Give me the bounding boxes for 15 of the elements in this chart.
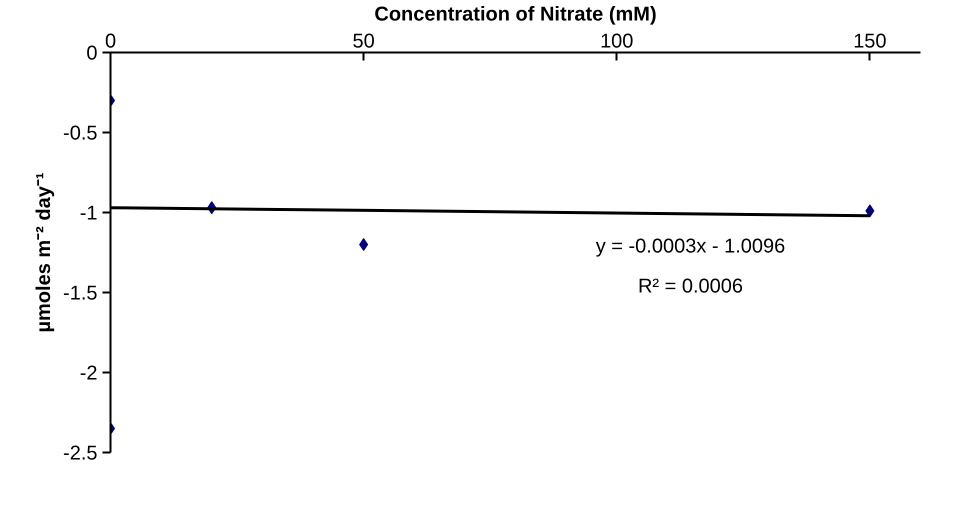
point [359, 238, 368, 251]
y-tick-label: -2.5 [63, 442, 98, 464]
x-tick-label: 50 [352, 30, 375, 52]
y-tick-label: -2 [80, 362, 98, 384]
y-tick-label: -1 [80, 202, 98, 224]
x-tick-label: 100 [600, 30, 634, 52]
x-tick-label: 0 [104, 30, 116, 52]
y-tick-label: -1.5 [63, 282, 98, 304]
annotation: R² = 0.0006 [638, 276, 744, 298]
annotation: y = -0.0003x - 1.0096 [596, 236, 786, 258]
x-tick-label: 150 [853, 30, 887, 52]
point [865, 204, 874, 218]
x-axis-title: Concentration of Nitrate (mM) [374, 4, 657, 26]
y-tick-label: -0.5 [63, 122, 98, 144]
y-axis-title: µmoles m⁻² day⁻¹ [33, 172, 56, 333]
